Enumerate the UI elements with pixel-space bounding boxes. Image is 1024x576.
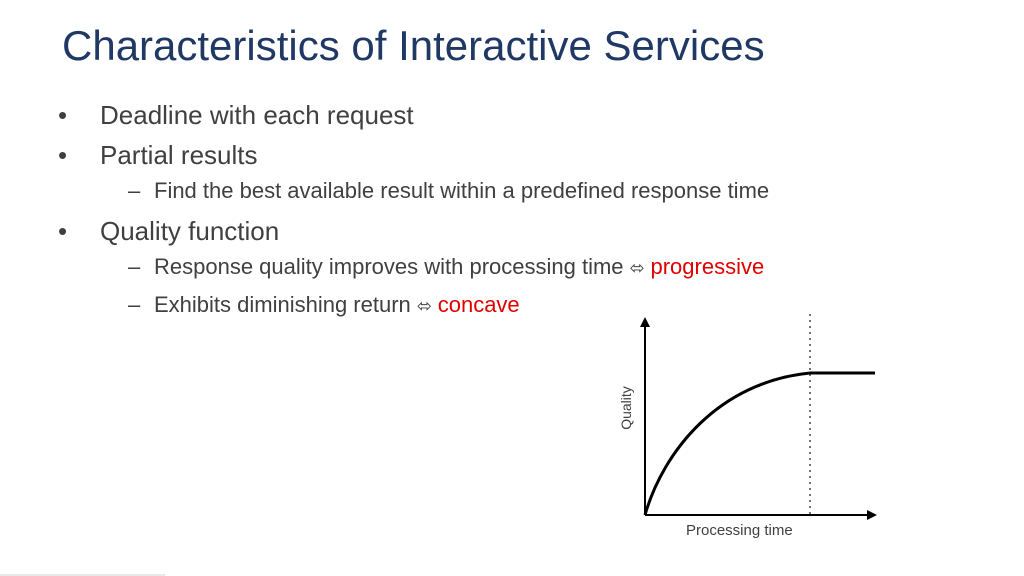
sub-bullet-text: Exhibits diminishing return — [154, 292, 411, 317]
y-axis-label: Quality — [618, 386, 634, 430]
x-axis-label: Processing time — [686, 522, 793, 539]
bullet-item: • Quality function — [58, 212, 958, 252]
bullet-marker: • — [58, 100, 68, 130]
equivalence-arrow-icon: ⬄ — [416, 296, 438, 317]
footer-divider — [0, 574, 165, 576]
sub-bullet-marker: – — [128, 254, 141, 279]
sub-bullet-item: – Exhibits diminishing return ⬄ concave — [58, 288, 958, 326]
bullet-item: • Partial results — [58, 136, 958, 176]
sub-bullet-item: – Response quality improves with process… — [58, 250, 958, 288]
equivalence-arrow-icon: ⬄ — [629, 258, 651, 279]
bullet-marker: • — [58, 140, 68, 170]
quality-function-chart: Quality Processing time — [588, 312, 884, 546]
sub-bullet-text: Response quality improves with processin… — [154, 254, 624, 279]
sub-bullet-marker: – — [128, 292, 141, 317]
chart-svg — [640, 314, 877, 520]
bullet-text: Quality function — [100, 216, 280, 246]
sub-bullet-marker: – — [128, 178, 141, 203]
highlight-term-progressive: progressive — [650, 254, 765, 279]
bullet-text: Partial results — [100, 140, 258, 170]
bullet-text: Deadline with each request — [100, 100, 414, 130]
bullet-list: • Deadline with each request • Partial r… — [58, 96, 958, 326]
highlight-term-concave: concave — [437, 292, 520, 317]
sub-bullet-item: – Find the best available result within … — [58, 174, 958, 212]
bullet-item: • Deadline with each request — [58, 96, 958, 136]
quality-curve — [643, 371, 811, 516]
slide-title: Characteristics of Interactive Services — [62, 22, 765, 69]
bullet-marker: • — [58, 216, 68, 246]
sub-bullet-text: Find the best available result within a … — [154, 178, 770, 203]
